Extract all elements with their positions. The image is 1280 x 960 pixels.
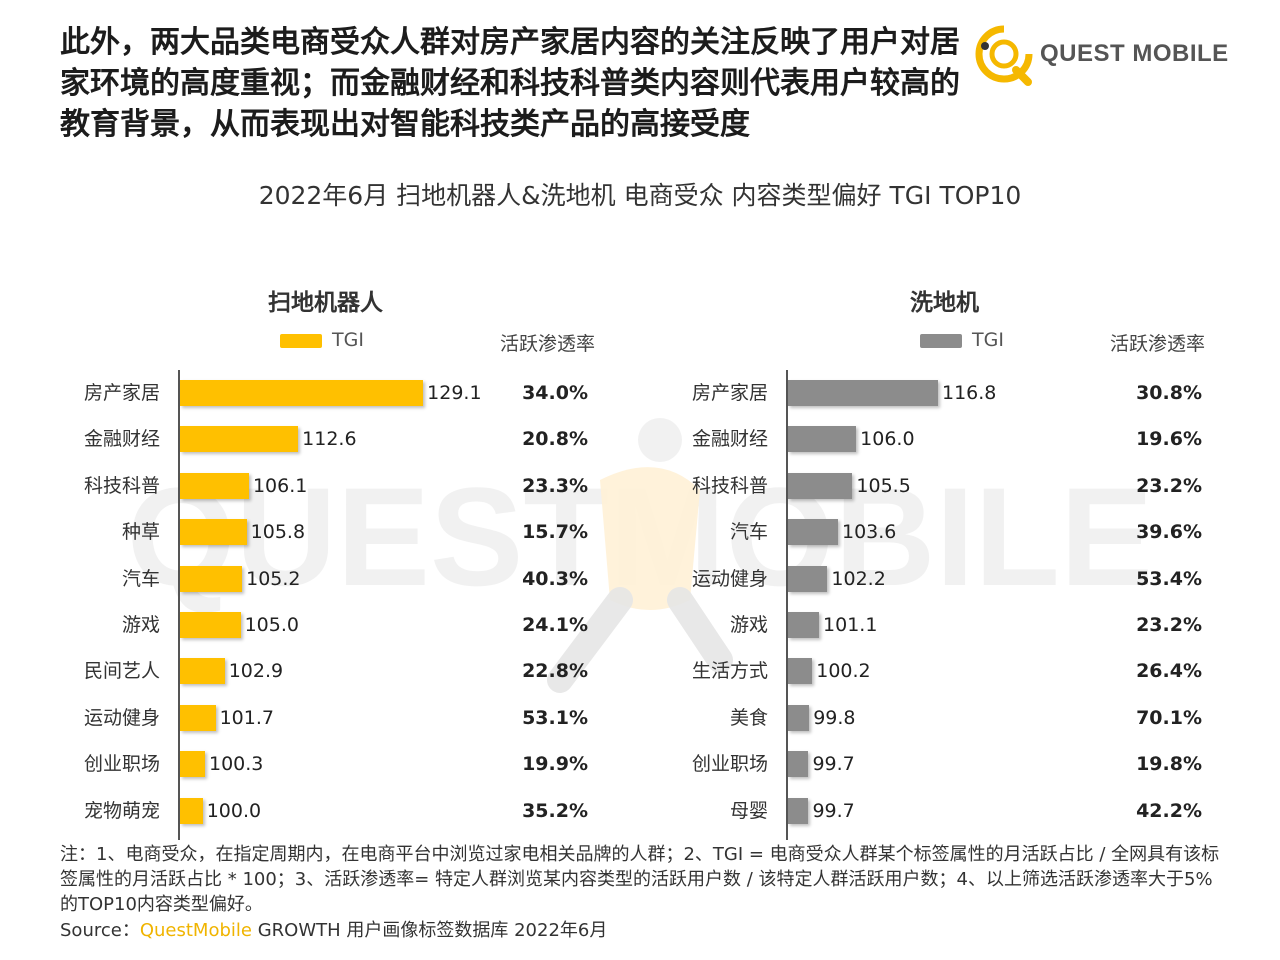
tgi-value-label: 106.1 (252, 474, 308, 497)
source-suffix: GROWTH 用户画像标签数据库 2022年6月 (251, 920, 608, 941)
category-label: 创业职场 (691, 753, 768, 776)
category-label: 房产家居 (83, 382, 160, 404)
rate-value: 23.2% (1136, 474, 1202, 497)
source-line: Source：QuestMobile GROWTH 用户画像标签数据库 2022… (60, 916, 607, 942)
tgi-value-label: 106.0 (860, 428, 915, 451)
rate-value: 15.7% (522, 521, 588, 544)
category-axis-line (786, 370, 788, 840)
category-axis-line (178, 370, 180, 840)
tgi-value-label: 99.7 (812, 753, 855, 776)
tgi-bar (788, 565, 828, 592)
legend-swatch (920, 334, 962, 348)
tgi-bar (180, 380, 424, 406)
category-label: 运动健身 (83, 706, 160, 729)
rate-value: 53.4% (1136, 567, 1202, 590)
rate-value: 22.8% (522, 660, 588, 683)
source-prefix: Source： (60, 920, 140, 941)
rate-value: 23.3% (522, 474, 588, 497)
tgi-bar (180, 658, 225, 685)
tgi-value-label: 103.6 (842, 521, 897, 544)
tgi-bar (180, 704, 216, 731)
tgi-value-label: 129.1 (427, 382, 482, 404)
category-label: 游戏 (729, 614, 768, 636)
legend-label: TGI (332, 329, 364, 351)
footnotes: 注：1、电商受众，在指定周期内，在电商平台中浏览过家电相关品牌的人群；2、TGI… (60, 844, 1220, 915)
rate-value: 40.3% (522, 567, 588, 590)
category-label: 房产家居 (691, 382, 768, 404)
tgi-bar (180, 797, 203, 824)
category-label: 创业职场 (83, 753, 160, 776)
category-label: 科技科普 (691, 474, 768, 497)
category-label: 金融财经 (83, 428, 160, 451)
tgi-value-label: 105.2 (246, 567, 301, 590)
category-label: 游戏 (121, 614, 160, 636)
tgi-value-label: 112.6 (302, 428, 357, 451)
tgi-value-label: 100.2 (816, 660, 871, 683)
tgi-bar (788, 380, 938, 406)
rate-value: 42.2% (1136, 799, 1202, 822)
tgi-value-label: 99.8 (813, 706, 856, 729)
tgi-bar (180, 426, 299, 453)
rate-value: 24.1% (522, 614, 588, 636)
tgi-bar (788, 472, 853, 499)
tgi-value-label: 102.9 (228, 660, 284, 683)
tgi-bar (180, 565, 243, 592)
tgi-bar (788, 704, 810, 731)
category-label: 美食 (729, 706, 768, 729)
category-label: 母婴 (729, 799, 768, 822)
brand-name: QUEST MOBILE (1040, 40, 1229, 67)
tgi-bar (788, 658, 813, 685)
panel-title: 洗地机 (910, 290, 979, 316)
tgi-bar (180, 519, 247, 546)
category-label: 运动健身 (691, 567, 768, 590)
tgi-value-label: 101.7 (219, 706, 274, 729)
rate-column-header: 活跃渗透率 (500, 333, 596, 355)
tgi-bar (180, 751, 205, 778)
headline: 此外，两大品类电商受众人群对房产家居内容的关注反映了用户对居家环境的高度重视；而… (60, 25, 960, 142)
tgi-value-label: 100.3 (209, 753, 264, 776)
rate-value: 34.0% (522, 382, 588, 404)
tgi-bar (180, 612, 241, 638)
rate-value: 26.4% (1136, 660, 1202, 683)
rate-value: 19.9% (522, 753, 588, 776)
tgi-bar (788, 519, 838, 546)
tgi-value-label: 101.1 (823, 614, 878, 636)
tgi-value-label: 105.8 (250, 521, 306, 544)
category-label: 生活方式 (691, 660, 768, 683)
tgi-bar (788, 797, 809, 824)
category-label: 汽车 (121, 567, 160, 590)
legend-swatch (280, 334, 322, 348)
rate-value: 30.8% (1136, 382, 1202, 404)
tgi-value-label: 105.0 (244, 614, 299, 636)
tgi-value-label: 99.7 (812, 799, 855, 822)
tgi-value-label: 102.2 (831, 567, 886, 590)
legend-label: TGI (972, 329, 1004, 351)
panel-title: 扫地机器人 (268, 290, 383, 316)
tgi-value-label: 116.8 (942, 382, 997, 404)
quest-mobile-logo-icon (975, 24, 1034, 86)
rate-value: 53.1% (522, 706, 588, 729)
tgi-value-label: 105.5 (856, 474, 911, 497)
rate-value: 19.8% (1136, 753, 1202, 776)
category-label: 种草 (121, 521, 160, 544)
tgi-bar (788, 426, 857, 453)
rate-value: 23.2% (1136, 614, 1202, 636)
rate-value: 39.6% (1136, 521, 1202, 544)
rate-value: 19.6% (1136, 428, 1202, 451)
category-label: 民间艺人 (83, 660, 160, 683)
tgi-value-label: 100.0 (206, 799, 262, 822)
tgi-bar (788, 612, 820, 638)
rate-value: 70.1% (1136, 706, 1202, 729)
rate-value: 35.2% (522, 799, 588, 822)
category-label: 科技科普 (83, 474, 160, 497)
tgi-bar (180, 472, 249, 499)
chart-title: 2022年6月 扫地机器人&洗地机 电商受众 内容类型偏好 TGI TOP10 (258, 181, 1022, 210)
rate-value: 20.8% (522, 428, 588, 451)
category-label: 汽车 (729, 521, 768, 544)
category-label: 宠物萌宠 (83, 799, 160, 822)
source-brand: QuestMobile (139, 920, 252, 941)
rate-column-header: 活跃渗透率 (1110, 333, 1206, 355)
category-label: 金融财经 (691, 428, 768, 451)
tgi-bar (788, 751, 809, 778)
